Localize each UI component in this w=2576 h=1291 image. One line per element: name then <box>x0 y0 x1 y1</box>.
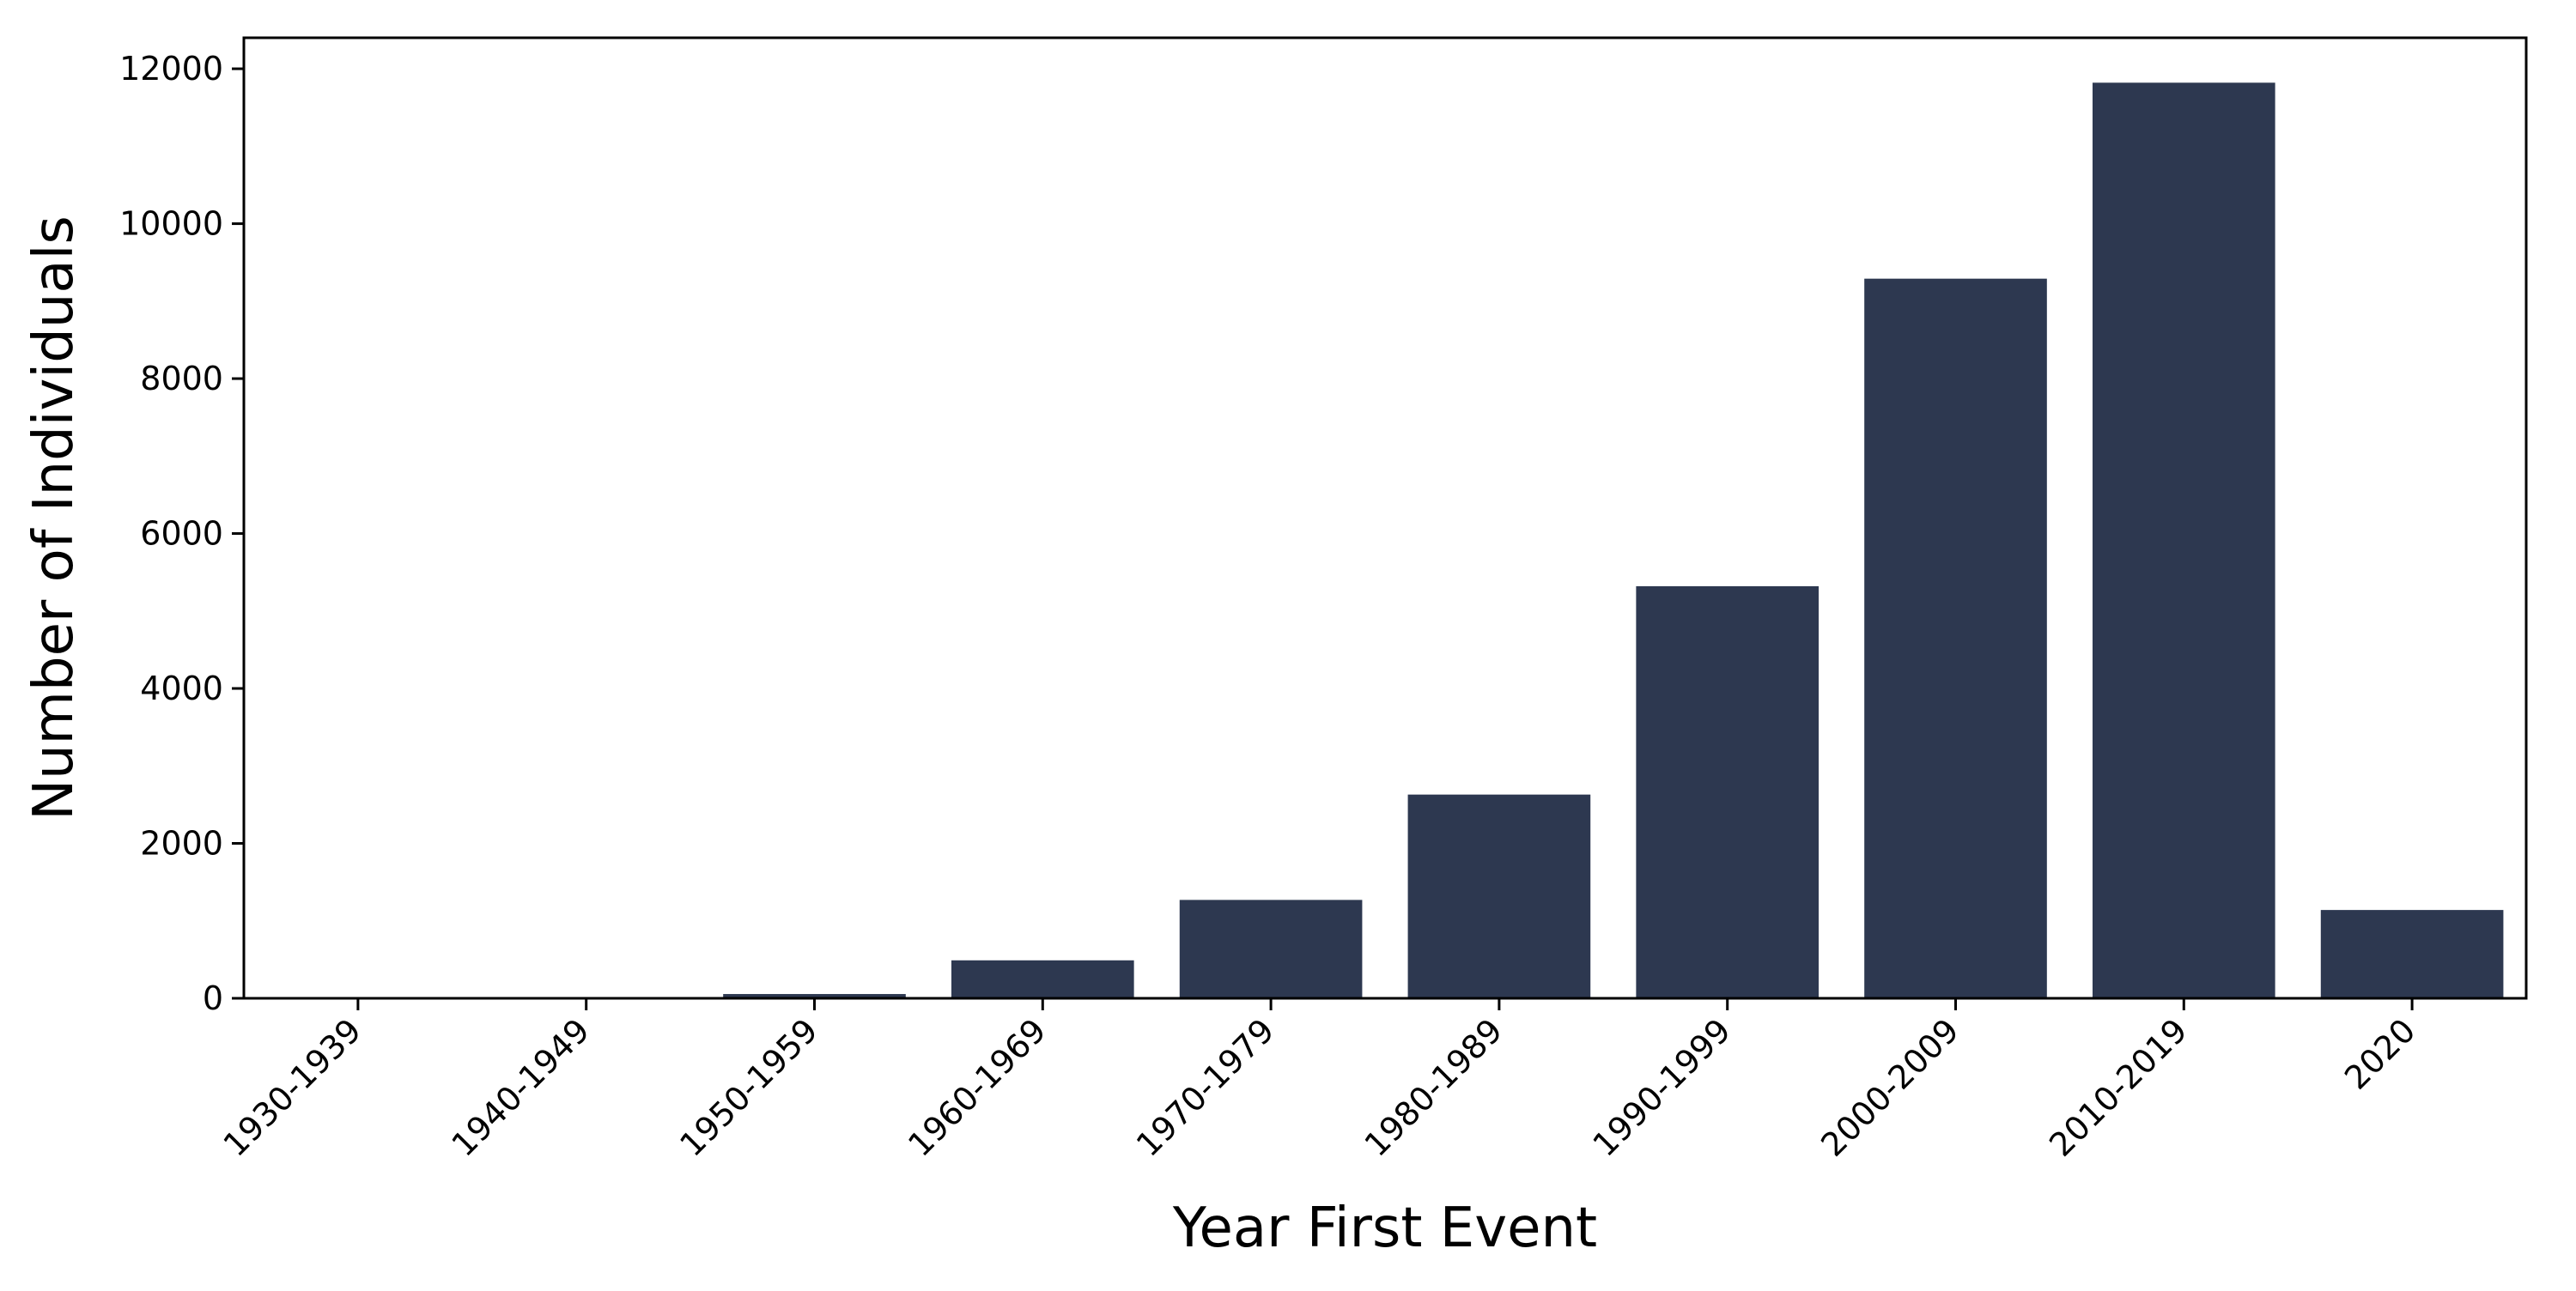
y-tick-label: 0 <box>203 979 223 1017</box>
bar-1990-1999 <box>1636 586 1819 998</box>
bar-1960-1969 <box>951 961 1134 998</box>
bar-1970-1979 <box>1180 900 1363 998</box>
bar-2010-2019 <box>2093 82 2275 998</box>
x-tick-label: 1950-1959 <box>672 1011 825 1164</box>
y-tick-label: 2000 <box>140 825 223 863</box>
x-tick-label: 1940-1949 <box>444 1011 597 1164</box>
x-axis-ticks: 1930-1939 1940-1949 1950-1959 1960-1969 1970… <box>216 998 2423 1164</box>
x-tick-label: 1930-1939 <box>216 1011 369 1164</box>
bar-2000-2009 <box>1864 279 2047 998</box>
x-tick-label: 1990-1999 <box>1585 1011 1738 1164</box>
y-axis-title: Number of Individuals <box>22 215 86 821</box>
y-tick-label: 12000 <box>119 50 223 88</box>
x-tick-label: 2020 <box>2337 1011 2423 1097</box>
y-tick-label: 6000 <box>140 515 223 553</box>
x-axis-title: Year First Event <box>1172 1197 1597 1260</box>
x-tick-label: 1960-1969 <box>901 1011 1054 1164</box>
x-tick-label: 1970-1979 <box>1129 1011 1282 1164</box>
x-tick-label: 2010-2019 <box>2042 1011 2195 1164</box>
y-tick-label: 4000 <box>140 670 223 707</box>
bar-2020 <box>2321 910 2504 998</box>
y-tick-label: 8000 <box>140 360 223 397</box>
bars-layer <box>267 82 2504 998</box>
bar-1980-1989 <box>1408 795 1591 998</box>
x-tick-label: 1980-1989 <box>1358 1011 1510 1164</box>
y-tick-label: 10000 <box>119 205 223 243</box>
x-tick-label: 2000-2009 <box>1814 1011 1966 1164</box>
y-axis-ticks: 0 2000 4000 6000 8000 10000 12000 <box>119 50 244 1017</box>
